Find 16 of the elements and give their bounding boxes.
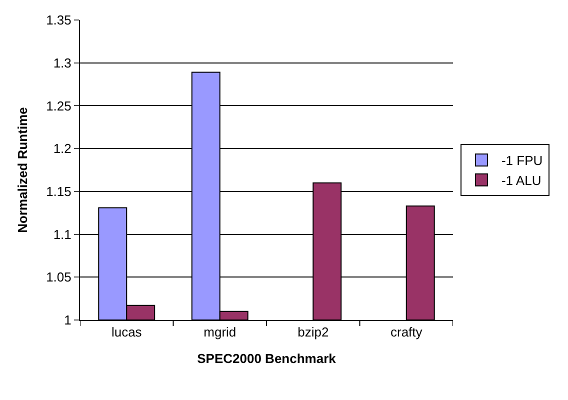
legend-label: -1 FPU	[501, 153, 543, 168]
y-tick-label: 1	[64, 312, 72, 328]
x-tick-label: crafty	[390, 324, 423, 340]
x-tick-label: bzip2	[298, 324, 329, 340]
y-tick-label: 1.2	[53, 141, 72, 156]
y-tick-label: 1.35	[46, 12, 72, 28]
y-tick-label: 1.1	[53, 226, 72, 242]
y-tick-label: 1.05	[46, 270, 72, 285]
y-tick-label: 1.15	[46, 184, 72, 199]
x-axis-title: SPEC2000 Benchmark	[197, 351, 337, 366]
y-tick-label: 1.3	[53, 55, 72, 70]
y-axis-title: Normalized Runtime	[15, 107, 30, 233]
x-tick-label: mgrid	[204, 324, 236, 340]
legend-label: -1 ALU	[501, 172, 542, 188]
y-tick-label: 1.25	[46, 98, 72, 114]
x-tick-label: lucas	[111, 324, 142, 340]
